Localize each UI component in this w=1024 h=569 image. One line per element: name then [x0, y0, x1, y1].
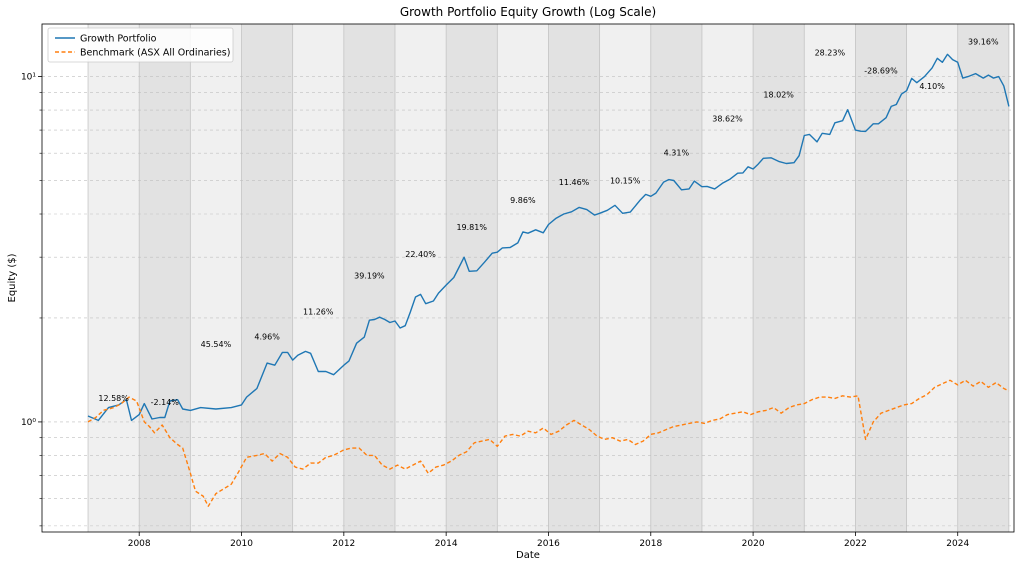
chart-title: Growth Portfolio Equity Growth (Log Scal… [400, 5, 656, 19]
x-tick-label: 2024 [946, 539, 969, 549]
annotation-label: -28.69% [864, 67, 898, 76]
grid-lines [42, 24, 1014, 532]
x-axis-label: Date [516, 550, 540, 561]
benchmark-line [87, 379, 1010, 507]
legend-box [47, 27, 234, 63]
annotation-label: 12.58% [98, 394, 129, 403]
year-shade-2017 [599, 24, 651, 532]
annotation-label: 4.31% [664, 149, 690, 158]
annotation-label: 10.15% [610, 177, 641, 186]
annotation-label: 9.86% [510, 196, 536, 205]
x-tick-label: 2020 [742, 539, 765, 549]
x-tick-label: 2014 [435, 539, 458, 549]
series-layer [87, 53, 1010, 507]
plot-frame [41, 23, 1015, 533]
x-axis-ticks: 2008 2010 2012 2014 2016 2018 2020 2022 2024 [128, 532, 969, 549]
x-tick-label: 2010 [230, 539, 253, 549]
year-shade-2018 [650, 24, 702, 532]
annotation-label: 4.10% [919, 82, 945, 91]
year-shade-2024 [957, 24, 1009, 532]
annotation-label: 39.19% [354, 272, 385, 281]
year-shade-2023 [906, 24, 958, 532]
x-tick-label: 2012 [332, 539, 355, 549]
year-shade-2013 [394, 24, 447, 532]
annotation-label: 45.54% [201, 340, 232, 349]
y-axis-ticks: 10⁰ 10¹ [21, 73, 42, 527]
year-shade-2022 [855, 24, 907, 532]
y-tick-label: 10⁰ [21, 418, 36, 428]
year-shade-2021 [804, 24, 856, 532]
legend: Growth Portfolio Benchmark (ASX All Ordi… [47, 27, 234, 63]
year-shade-2020 [753, 24, 805, 532]
y-axis-label: Equity ($) [7, 253, 18, 302]
x-tick-label: 2008 [128, 539, 151, 549]
year-shade-2016 [548, 24, 600, 532]
annotation-label: 39.16% [968, 37, 999, 46]
year-shade-2011 [292, 24, 344, 532]
year-shade-2007 [88, 24, 140, 532]
x-tick-label: 2018 [639, 539, 662, 549]
plot-background [88, 24, 1009, 532]
year-shade-2009 [190, 24, 242, 532]
year-shade-2015 [497, 24, 549, 532]
year-shade-2019 [701, 24, 754, 532]
annotation-label: 19.81% [456, 223, 487, 232]
year-shade-2012 [343, 24, 395, 532]
annotation-label: 11.46% [559, 178, 590, 187]
year-shade-2010 [241, 24, 293, 532]
annotation-label: 18.02% [763, 90, 794, 99]
annotations: 12.58% -2.14% 45.54% 4.96% 11.26% 39.19% 22.40… [98, 37, 999, 407]
legend-label-growth: Growth Portfolio [80, 34, 157, 45]
year-shade-2008 [139, 24, 191, 532]
x-tick-label: 2022 [844, 539, 867, 549]
year-shade-2014 [446, 24, 498, 532]
annotation-label: 22.40% [405, 250, 436, 259]
annotation-label: -2.14% [151, 398, 180, 407]
annotation-label: 38.62% [712, 115, 743, 124]
annotation-label: 11.26% [303, 307, 334, 316]
annotation-label: 4.96% [254, 333, 280, 342]
y-tick-label: 10¹ [21, 73, 36, 83]
legend-label-benchmark: Benchmark (ASX All Ordinaries) [80, 48, 230, 59]
x-tick-label: 2016 [537, 539, 560, 549]
growth-portfolio-line [87, 53, 1010, 422]
annotation-label: 28.23% [815, 49, 846, 58]
